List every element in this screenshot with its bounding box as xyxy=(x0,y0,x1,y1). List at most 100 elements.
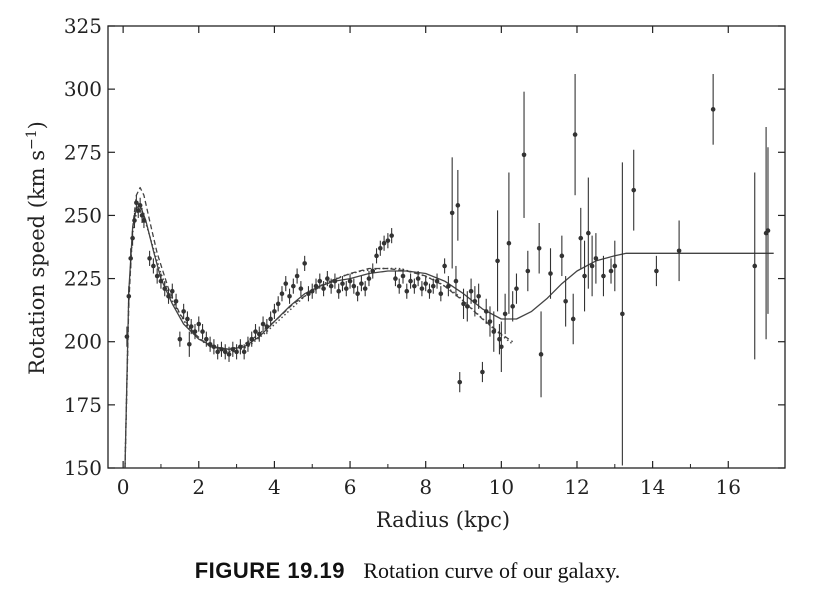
data-marker xyxy=(188,324,194,329)
data-marker xyxy=(173,299,179,304)
data-marker xyxy=(449,210,455,216)
data-point xyxy=(177,331,183,347)
data-marker xyxy=(593,256,599,261)
data-point xyxy=(710,73,716,145)
data-marker xyxy=(309,288,315,294)
data-marker xyxy=(570,316,576,322)
data-point xyxy=(132,212,137,229)
data-marker xyxy=(385,238,391,243)
data-marker xyxy=(351,283,357,289)
data-point xyxy=(381,235,387,251)
data-marker xyxy=(362,286,368,291)
data-point xyxy=(423,276,428,292)
data-marker xyxy=(499,344,504,350)
x-axis-title: Radius (kpc) xyxy=(376,508,510,532)
data-marker xyxy=(169,288,175,294)
data-point xyxy=(158,273,164,289)
data-marker xyxy=(548,271,553,276)
data-point xyxy=(173,293,179,309)
figure-caption: FIGURE 19.19 Rotation curve of our galax… xyxy=(0,558,815,584)
data-point xyxy=(536,223,542,274)
x-tick-label: 16 xyxy=(716,475,741,499)
data-point xyxy=(385,233,391,249)
data-point xyxy=(676,220,682,282)
data-point xyxy=(291,278,296,294)
data-marker xyxy=(141,218,147,223)
data-marker xyxy=(192,329,198,334)
data-marker xyxy=(264,324,270,329)
data-marker xyxy=(710,107,716,112)
data-marker xyxy=(446,283,451,289)
data-marker xyxy=(151,263,156,269)
figure-label: FIGURE 19.19 xyxy=(194,558,345,583)
data-marker xyxy=(434,278,440,284)
data-marker xyxy=(381,240,387,246)
data-point xyxy=(181,303,186,319)
data-point xyxy=(438,286,444,302)
y-tick-label: 150 xyxy=(64,456,102,480)
data-marker xyxy=(177,336,183,342)
data-marker xyxy=(396,283,402,289)
x-tick-label: 10 xyxy=(489,475,514,499)
data-point xyxy=(219,341,224,357)
data-point xyxy=(192,324,198,340)
data-point xyxy=(453,265,459,297)
data-marker xyxy=(752,263,758,269)
data-marker xyxy=(366,276,372,281)
data-point xyxy=(538,311,544,398)
data-point xyxy=(328,278,334,294)
data-marker xyxy=(472,299,478,304)
data-point xyxy=(548,248,553,299)
data-point xyxy=(196,316,202,332)
data-marker xyxy=(378,245,383,251)
data-marker xyxy=(321,286,326,291)
data-point xyxy=(404,283,410,299)
data-marker xyxy=(298,286,304,291)
plot-frame xyxy=(107,25,786,469)
data-point xyxy=(366,270,372,287)
y-axis-title-close: ) xyxy=(25,121,49,129)
data-point xyxy=(572,73,578,196)
data-point xyxy=(169,283,175,299)
data-point xyxy=(765,147,771,314)
data-marker xyxy=(313,283,319,289)
data-point xyxy=(268,311,273,327)
data-marker xyxy=(287,293,292,299)
data-marker xyxy=(181,309,186,314)
data-points xyxy=(124,73,771,466)
data-marker xyxy=(185,316,190,322)
data-marker xyxy=(521,152,527,158)
data-point xyxy=(631,149,637,231)
data-marker xyxy=(442,263,447,269)
data-marker xyxy=(497,336,502,342)
data-point xyxy=(275,296,281,312)
data-marker xyxy=(162,286,168,291)
data-point xyxy=(480,361,485,383)
data-marker xyxy=(275,301,281,307)
data-point xyxy=(472,286,478,317)
data-marker xyxy=(325,276,330,281)
data-point xyxy=(207,336,213,352)
data-point xyxy=(457,372,463,393)
data-marker xyxy=(279,291,285,297)
data-point xyxy=(162,281,168,297)
data-marker xyxy=(166,293,171,299)
data-marker xyxy=(415,276,421,281)
data-marker xyxy=(317,278,323,284)
data-marker xyxy=(427,288,432,294)
data-point xyxy=(502,293,508,335)
data-marker xyxy=(589,263,595,269)
solid-curve xyxy=(124,204,774,469)
data-point xyxy=(487,306,493,337)
data-marker xyxy=(187,341,192,347)
data-point xyxy=(415,270,421,287)
data-point xyxy=(321,281,326,297)
x-tick-label: 14 xyxy=(640,475,665,499)
data-marker xyxy=(465,304,470,309)
data-point xyxy=(389,228,394,244)
data-point xyxy=(525,250,531,292)
data-point xyxy=(185,311,190,327)
data-point xyxy=(412,278,417,294)
data-point xyxy=(514,273,519,304)
data-point xyxy=(449,157,455,269)
